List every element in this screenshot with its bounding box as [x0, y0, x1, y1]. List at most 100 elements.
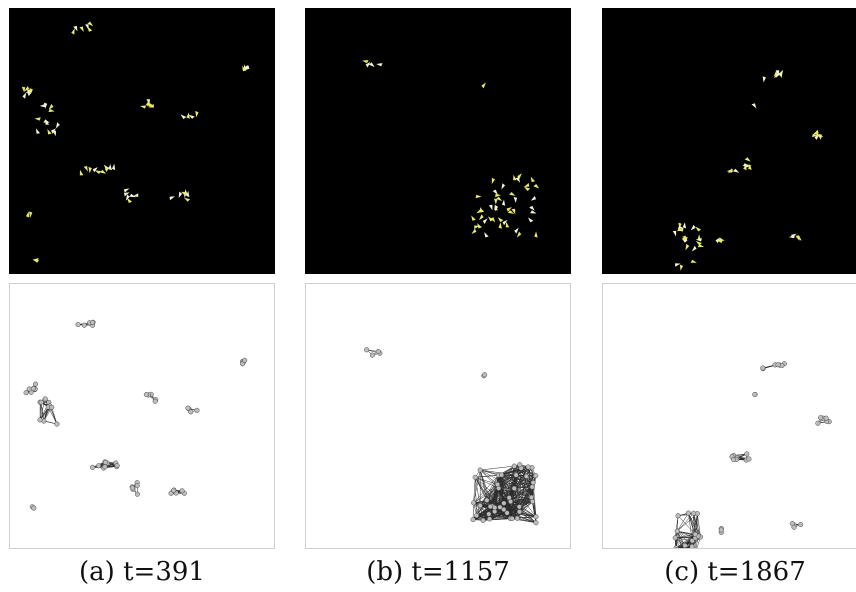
agent-marker	[515, 177, 520, 183]
graph-edge	[473, 477, 476, 503]
graph-edge	[514, 465, 533, 488]
graph-edge	[514, 466, 529, 489]
agent-marker	[534, 231, 538, 238]
graph-node	[685, 510, 691, 516]
graph-node	[525, 464, 531, 470]
caption-c: (c) t=1867	[664, 557, 806, 587]
graph-edge	[526, 476, 532, 498]
graph-edge	[509, 482, 534, 498]
graph-edge	[501, 474, 515, 489]
graph-edge	[517, 501, 533, 519]
graph-node	[718, 527, 724, 533]
agent-marker	[145, 100, 150, 107]
graph-nodes	[672, 361, 832, 548]
graph-node	[472, 474, 478, 480]
graph-node	[752, 392, 758, 398]
agent-marker	[488, 204, 493, 211]
agent-marker	[85, 24, 89, 30]
agent-marker	[751, 103, 757, 109]
graph-edge	[51, 407, 58, 425]
interaction-graph-b	[364, 347, 539, 526]
graph-edge	[677, 515, 696, 535]
graph-edge	[509, 497, 537, 517]
graph-node	[194, 407, 200, 413]
graph-node	[477, 467, 483, 473]
agent-marker	[475, 194, 482, 199]
graph-node	[511, 485, 517, 491]
agent-marker	[811, 133, 819, 138]
agent-marker	[169, 196, 175, 201]
agent-marker	[530, 195, 536, 201]
graph-edge	[39, 399, 46, 420]
agent-marker	[495, 205, 499, 212]
swarm-snapshot-b	[362, 60, 540, 238]
agent-marker	[92, 167, 98, 173]
graph-node	[675, 513, 681, 519]
agent-marker	[183, 197, 191, 202]
graph-edge	[514, 488, 533, 502]
agent-marker	[186, 112, 190, 119]
agent-marker	[530, 210, 537, 214]
graph-node	[96, 463, 102, 469]
agent-marker	[94, 170, 102, 174]
graph-node	[499, 472, 505, 478]
agent-marker	[762, 76, 766, 83]
graph-node	[689, 543, 695, 548]
graph-edge	[486, 500, 504, 504]
agent-marker	[685, 243, 690, 251]
graph-node	[75, 322, 81, 328]
graph-edge	[514, 476, 527, 489]
agent-marker	[675, 263, 681, 267]
agent-marker	[47, 128, 52, 135]
agent-marker	[488, 216, 494, 222]
graph-edge	[486, 488, 515, 501]
graph-edge	[675, 537, 693, 547]
graph-node	[501, 500, 507, 506]
agent-marker	[501, 199, 506, 206]
agent-marker	[513, 174, 517, 181]
graph-node	[815, 420, 821, 426]
graph-edge	[514, 467, 533, 489]
agent-marker	[125, 194, 130, 201]
agent-marker	[36, 128, 40, 134]
agent-marker	[52, 130, 56, 137]
graph-node	[37, 417, 43, 423]
graph-node	[486, 511, 492, 517]
graph-edge	[39, 402, 42, 420]
agent-marker	[477, 223, 482, 229]
graph-edge	[687, 546, 693, 548]
graph-node	[38, 399, 44, 405]
agent-marker	[186, 190, 190, 197]
graph-node	[674, 528, 680, 534]
graph-edge	[43, 407, 52, 422]
agent-marker	[524, 186, 531, 191]
graph-edge	[676, 531, 683, 548]
graph-edge	[501, 474, 534, 483]
graph-edge	[473, 502, 490, 520]
graph-node	[775, 362, 781, 368]
agent-marker	[48, 103, 54, 110]
graph-node	[134, 491, 140, 497]
graph-edge	[506, 512, 537, 523]
graph-node	[818, 415, 824, 421]
agent-marker	[124, 192, 130, 197]
graph-edge	[677, 512, 689, 532]
agent-marker	[48, 108, 55, 113]
agent-marker	[123, 188, 130, 193]
agent-marker	[788, 234, 795, 239]
graph-edge	[490, 488, 515, 507]
agent-marker	[528, 217, 534, 223]
agent-marker	[482, 218, 488, 224]
graph-node	[760, 365, 766, 371]
graph-edge	[693, 513, 701, 538]
graph-node	[731, 457, 737, 463]
agent-marker	[506, 207, 512, 212]
graph-node	[30, 386, 36, 392]
graph-edge	[39, 406, 49, 421]
agent-marker	[677, 225, 685, 229]
graph-edge	[515, 474, 532, 498]
caption-a: (a) t=391	[79, 557, 205, 587]
graph-node	[530, 480, 536, 486]
agent-marker	[471, 228, 477, 234]
graph-edge	[527, 466, 534, 483]
